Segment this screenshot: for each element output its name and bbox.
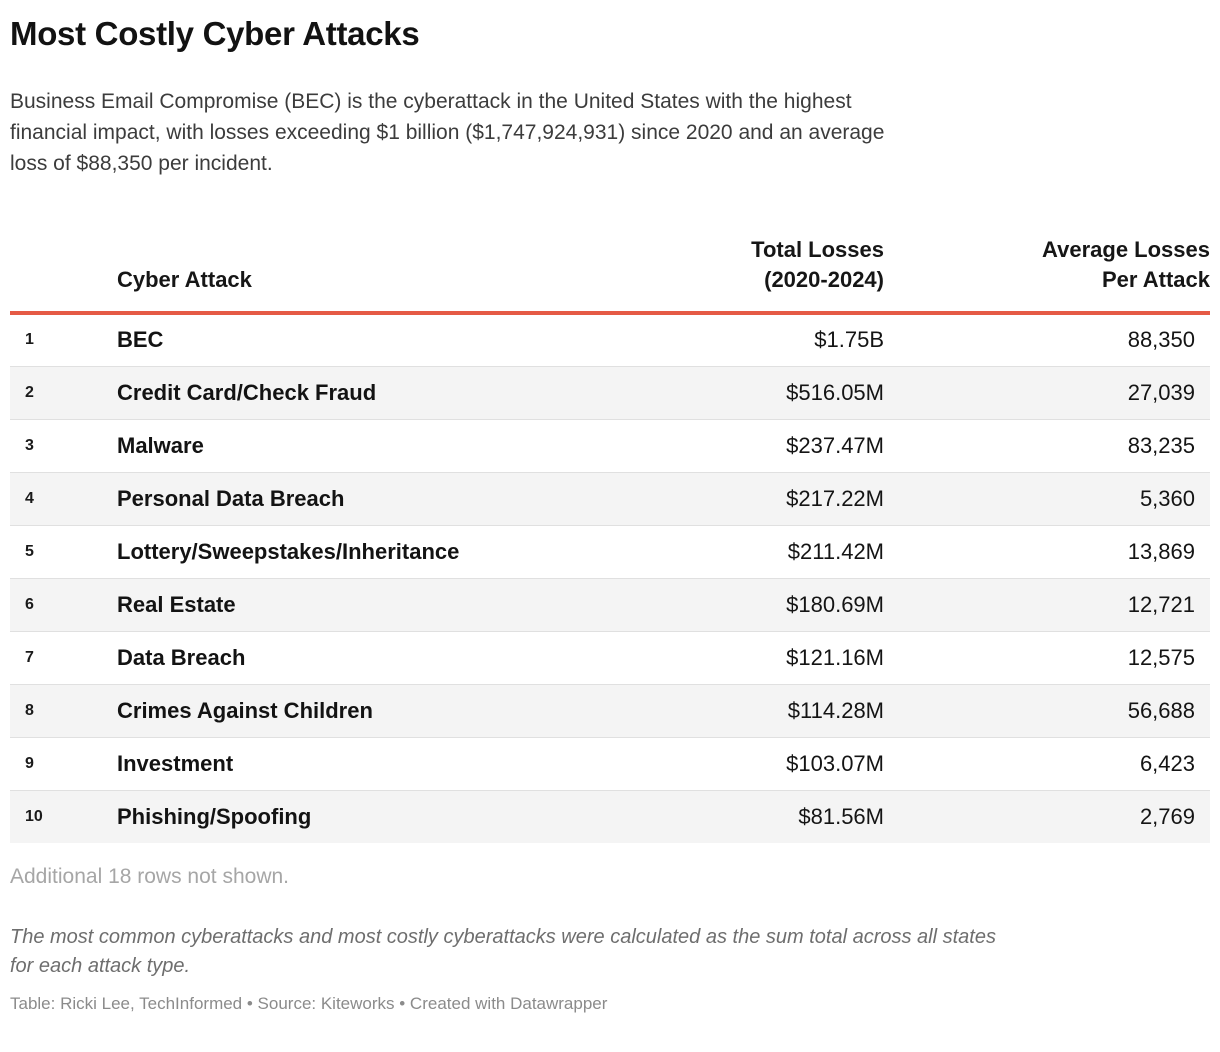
row-total-losses: $211.42M xyxy=(787,538,884,564)
row-rank: 6 xyxy=(25,595,34,613)
column-header-total-losses: Total Losses (2020-2024) xyxy=(554,235,884,315)
row-rank: 7 xyxy=(25,648,34,666)
row-total-losses: $237.47M xyxy=(786,432,884,458)
table-row: 7 Data Breach $121.16M 12,575 xyxy=(10,631,1210,684)
row-attack-name: Crimes Against Children xyxy=(117,697,373,723)
row-rank: 9 xyxy=(25,754,34,772)
row-attack-name: Credit Card/Check Fraud xyxy=(117,379,377,405)
row-average-losses: 6,423 xyxy=(1139,750,1195,776)
table-row: 8 Crimes Against Children $114.28M 56,68… xyxy=(10,684,1210,737)
row-attack-name: Phishing/Spoofing xyxy=(117,803,312,829)
row-average-losses: 27,039 xyxy=(1127,379,1195,405)
row-total-losses: $81.56M xyxy=(798,803,884,829)
row-average-losses: 5,360 xyxy=(1139,485,1195,511)
row-total-losses: $114.28M xyxy=(787,697,884,723)
row-total-losses: $1.75B xyxy=(814,327,884,353)
row-average-losses: 13,869 xyxy=(1127,538,1195,564)
row-average-losses: 83,235 xyxy=(1127,432,1195,458)
source-attribution: Table: Ricki Lee, TechInformed • Source:… xyxy=(10,994,608,1013)
column-header-rank xyxy=(10,235,117,315)
table-body: 1 BEC $1.75B 88,350 2 Credit Card/Check … xyxy=(10,313,1210,843)
table-row: 9 Investment $103.07M 6,423 xyxy=(10,737,1210,790)
row-attack-name: Real Estate xyxy=(117,591,236,617)
row-average-losses: 12,721 xyxy=(1127,591,1195,617)
page-title: Most Costly Cyber Attacks xyxy=(10,15,420,52)
row-average-losses: 12,575 xyxy=(1127,644,1195,670)
row-average-losses: 56,688 xyxy=(1127,697,1195,723)
table-row: 5 Lottery/Sweepstakes/Inheritance $211.4… xyxy=(10,525,1210,578)
row-total-losses: $103.07M xyxy=(786,750,884,776)
row-rank: 3 xyxy=(25,436,34,454)
table-row: 2 Credit Card/Check Fraud $516.05M 27,03… xyxy=(10,366,1210,419)
row-attack-name: Investment xyxy=(117,750,234,776)
row-total-losses: $121.16M xyxy=(786,644,884,670)
row-total-losses: $180.69M xyxy=(786,591,884,617)
row-total-losses: $217.22M xyxy=(786,485,884,511)
table-row: 1 BEC $1.75B 88,350 xyxy=(10,313,1210,366)
row-attack-name: Lottery/Sweepstakes/Inheritance xyxy=(117,538,460,564)
row-average-losses: 88,350 xyxy=(1127,327,1195,353)
column-header-cyber-attack: Cyber Attack xyxy=(117,235,554,315)
chart-description: Business Email Compromise (BEC) is the c… xyxy=(10,90,885,175)
more-rows-note: Additional 18 rows not shown. xyxy=(10,865,289,888)
row-attack-name: Personal Data Breach xyxy=(117,485,345,511)
row-attack-name: Malware xyxy=(117,432,204,458)
row-average-losses: 2,769 xyxy=(1139,803,1195,829)
table-row: 6 Real Estate $180.69M 12,721 xyxy=(10,578,1210,631)
row-rank: 4 xyxy=(25,489,34,507)
row-rank: 8 xyxy=(25,701,34,719)
row-attack-name: Data Breach xyxy=(117,644,246,670)
table-row: 10 Phishing/Spoofing $81.56M 2,769 xyxy=(10,790,1210,843)
table-header: Cyber Attack Total Losses (2020-2024) Av… xyxy=(10,235,1210,315)
row-rank: 5 xyxy=(25,542,34,560)
cyber-attacks-table: Cyber Attack Total Losses (2020-2024) Av… xyxy=(10,235,1210,843)
table-header-row: Cyber Attack Total Losses (2020-2024) Av… xyxy=(10,235,1210,315)
footnote: The most common cyberattacks and most co… xyxy=(10,926,996,977)
row-rank: 1 xyxy=(25,331,34,349)
column-header-average-losses: Average Losses Per Attack xyxy=(884,235,1210,315)
row-rank: 10 xyxy=(25,807,43,825)
row-rank: 2 xyxy=(25,383,34,401)
table-row: 4 Personal Data Breach $217.22M 5,360 xyxy=(10,472,1210,525)
row-total-losses: $516.05M xyxy=(786,379,884,405)
row-attack-name: BEC xyxy=(117,327,164,353)
table-row: 3 Malware $237.47M 83,235 xyxy=(10,419,1210,472)
